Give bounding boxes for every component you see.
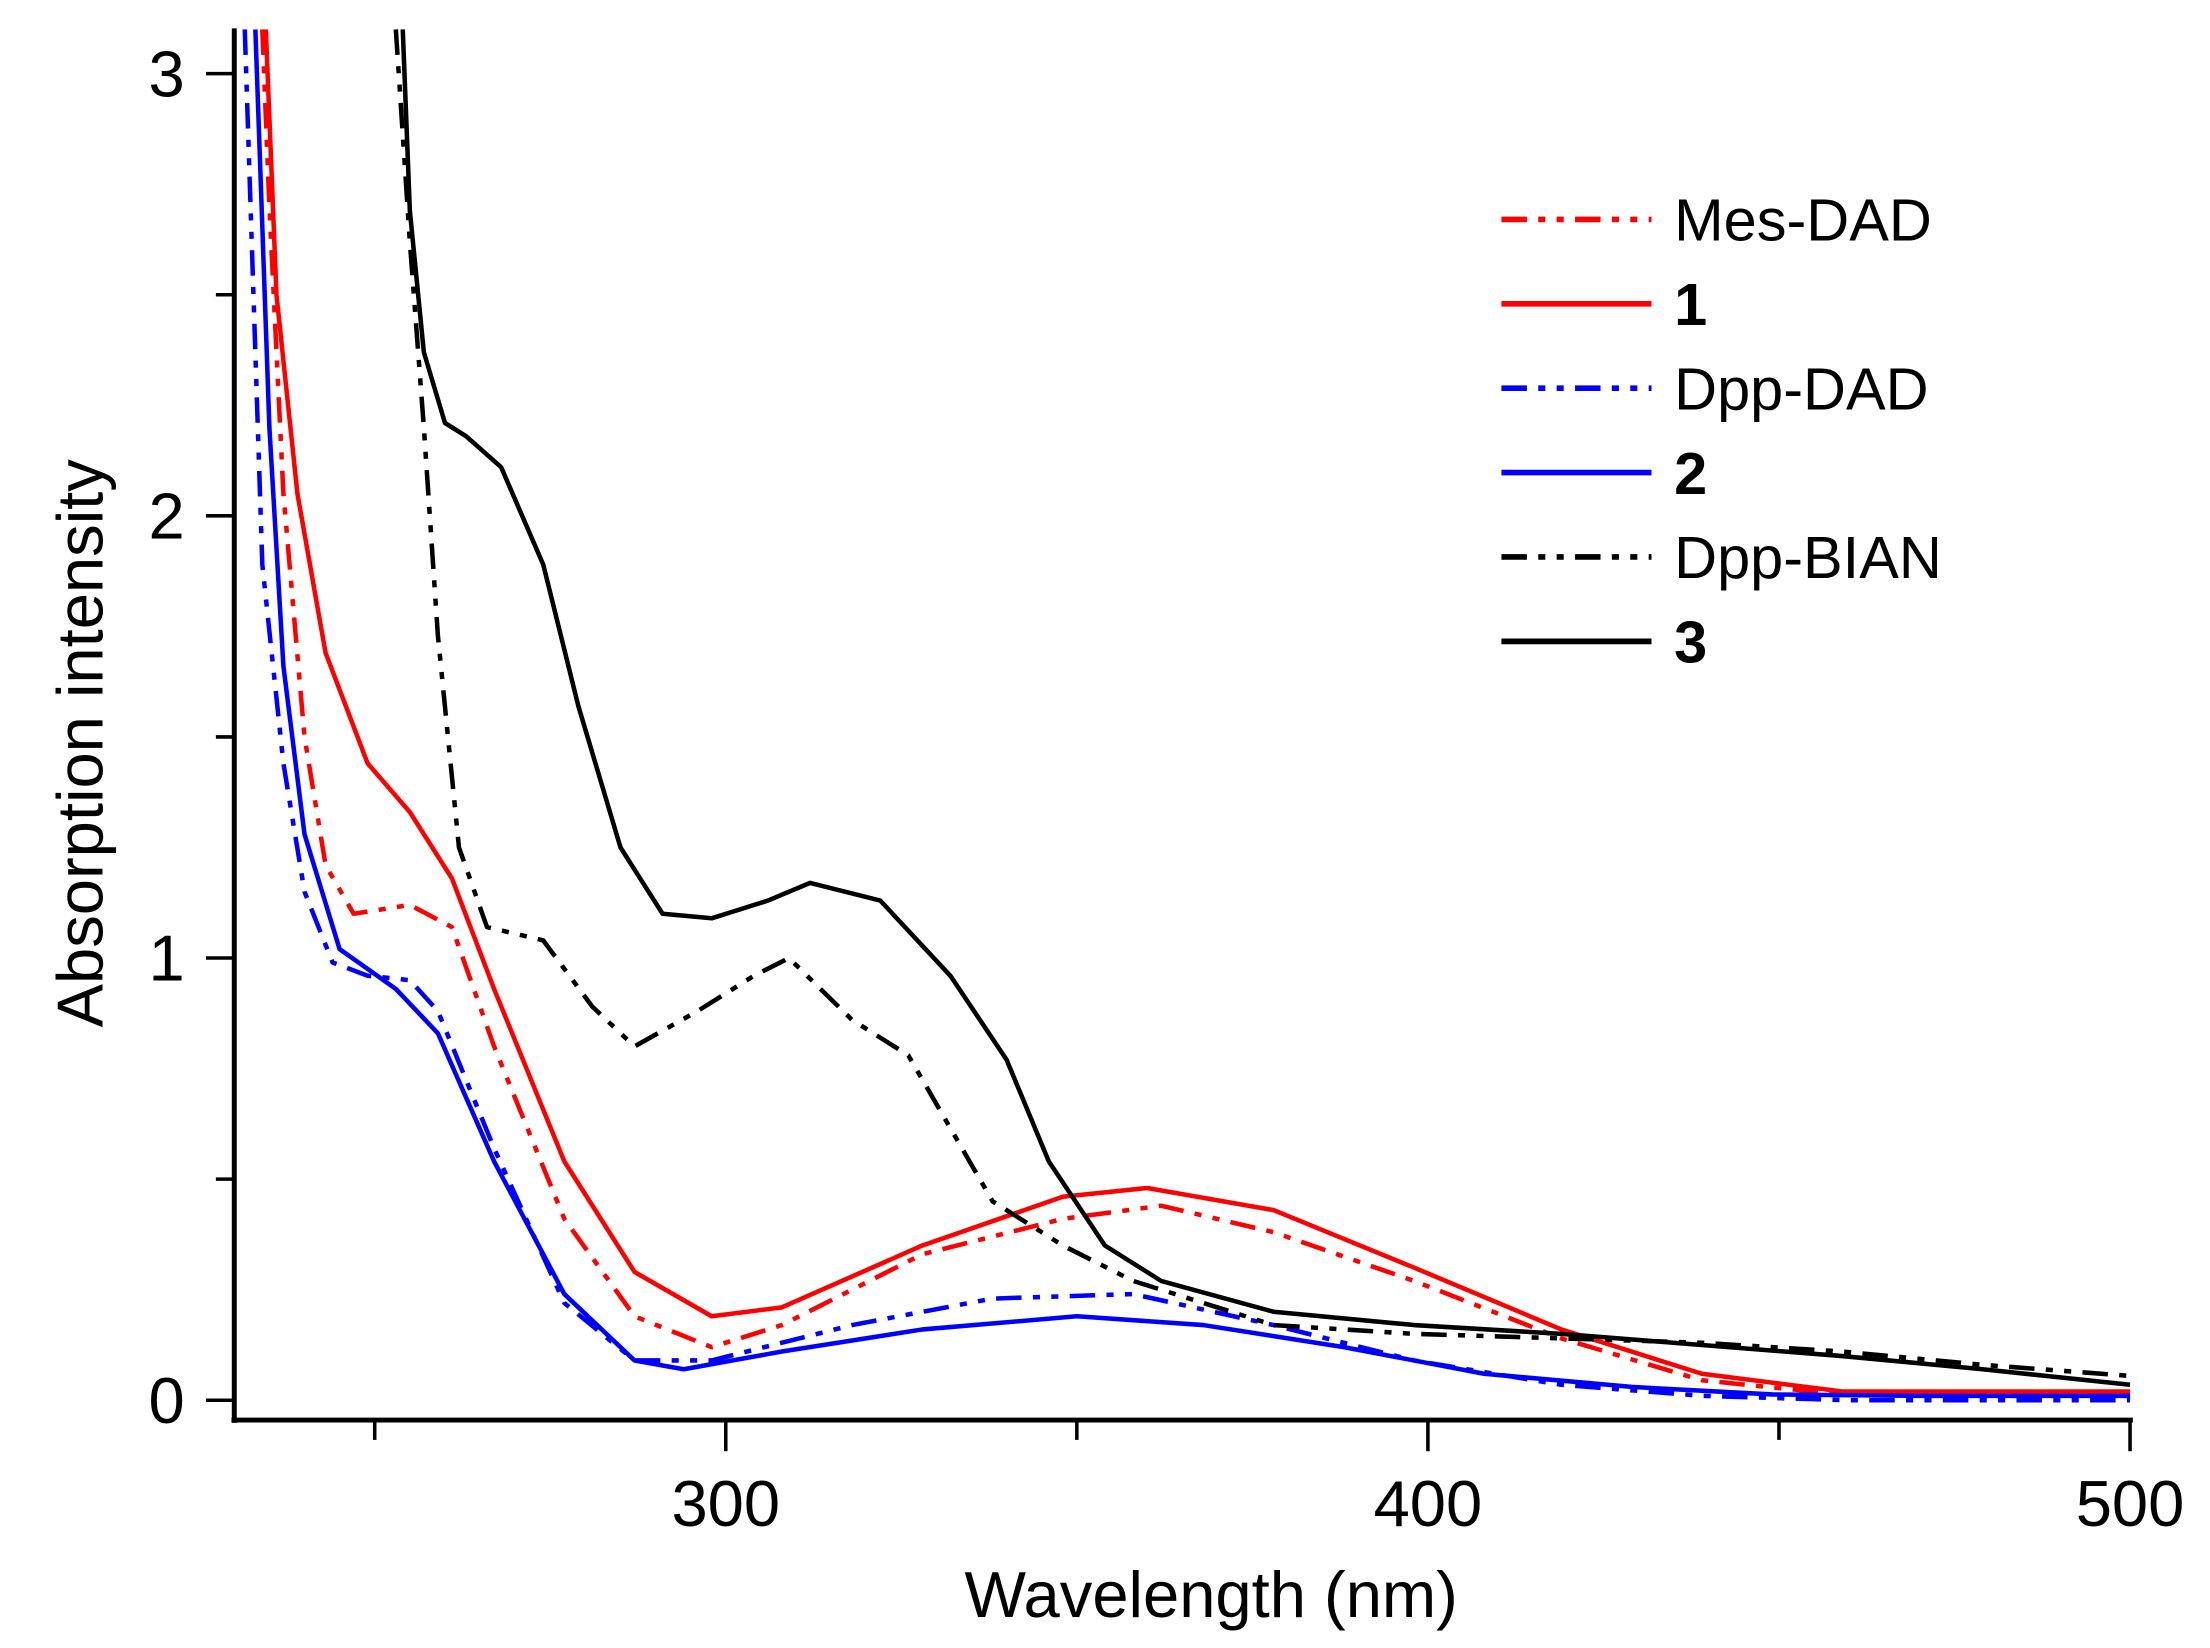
x-tick-label: 300	[671, 1467, 780, 1540]
series-line-3	[400, 29, 2131, 1388]
series-line-mes-dad	[260, 29, 2131, 1399]
legend-label: Dpp-BIAN	[1674, 524, 1942, 591]
series-line-dpp-bian	[393, 29, 2131, 1379]
legend-item: Mes-DAD	[1501, 187, 1932, 254]
legend-label: Mes-DAD	[1674, 187, 1932, 254]
series-line-1	[263, 29, 2131, 1394]
legend-label: 3	[1674, 609, 1707, 676]
y-tick-label: 1	[149, 922, 185, 995]
y-tick-label: 2	[149, 479, 185, 552]
y-tick-label: 3	[149, 37, 185, 110]
curves	[242, 29, 2131, 1403]
y-tick-label: 0	[149, 1364, 185, 1437]
legend-item: Dpp-DAD	[1501, 355, 1929, 422]
legend-item: 2	[1501, 440, 1707, 507]
y-axis-title: Absorption intensity	[44, 459, 117, 1028]
series-line-2	[253, 29, 2131, 1399]
legend-item: Dpp-BIAN	[1501, 524, 1942, 591]
legend-label: 1	[1674, 271, 1707, 338]
legend-item: 1	[1501, 271, 1707, 338]
legend-item: 3	[1501, 609, 1707, 676]
legend-label: 2	[1674, 440, 1707, 507]
x-tick-label: 500	[2076, 1467, 2185, 1540]
axes: 300 400 500 0 1 2 3	[149, 28, 2185, 1540]
x-axis-title: Wavelength (nm)	[965, 1558, 1458, 1631]
x-tick-label: 400	[1374, 1467, 1483, 1540]
legend: Mes-DAD 1 Dpp-DAD 2 Dpp-BIAN 3	[1501, 187, 1942, 676]
legend-label: Dpp-DAD	[1674, 355, 1928, 422]
